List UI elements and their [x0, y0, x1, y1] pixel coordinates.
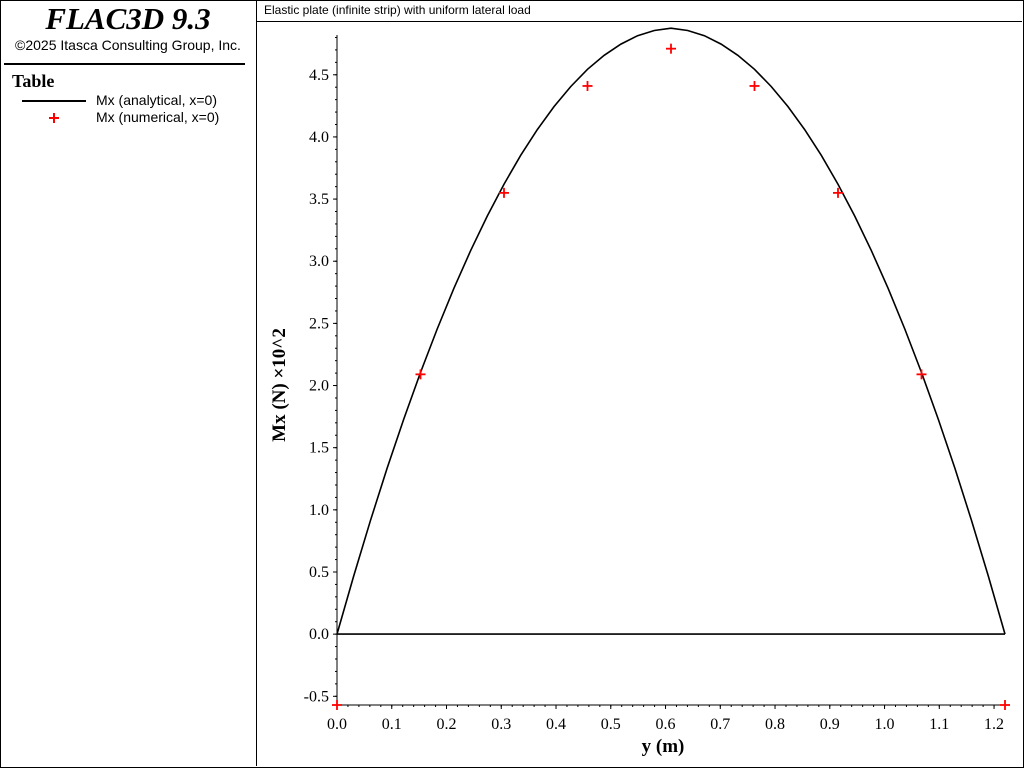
x-tick-label: 1.0 — [875, 716, 895, 733]
x-tick-label: 0.2 — [437, 716, 457, 733]
legend-item-numerical: Mx (numerical, x=0) — [0, 109, 256, 127]
y-tick-label: 2.0 — [309, 378, 329, 395]
data-point-numerical — [415, 369, 426, 380]
data-point-numerical — [582, 80, 593, 91]
x-tick-label: 0.8 — [765, 716, 785, 733]
y-tick-label: 3.5 — [309, 191, 329, 208]
x-tick-label: 0.3 — [491, 716, 511, 733]
series-layer — [332, 27, 1010, 710]
x-tick-label: 0.5 — [601, 716, 621, 733]
y-tick-label: 4.0 — [309, 129, 329, 146]
data-point-numerical — [833, 187, 843, 198]
y-tick-label: -0.5 — [304, 688, 329, 705]
series-line-analytical — [336, 27, 1006, 635]
y-axis-title: Mx (N) ×10^2 — [269, 328, 290, 442]
y-tick-label: 3.0 — [309, 253, 329, 270]
x-tick-label: 0.0 — [327, 716, 347, 733]
x-axis-title: y (m) — [642, 736, 685, 757]
plus-marker-icon — [49, 113, 59, 123]
x-tick-label: 0.1 — [382, 716, 402, 733]
line-swatch-icon — [22, 100, 86, 102]
plot-title: Elastic plate (infinite strip) with unif… — [264, 3, 531, 17]
y-tick-label: 1.0 — [309, 502, 329, 519]
y-tick-label: 0.0 — [309, 626, 329, 643]
axes-layer: -0.5 0.0 0.5 1.0 1.5 2.0 2.5 3.0 3.5 4.0 4.5 0.0 0.1… — [304, 35, 1006, 733]
data-point-numerical — [499, 187, 509, 198]
y-tick-label: 1.5 — [309, 440, 329, 457]
x-tick-label: 0.6 — [656, 716, 676, 733]
x-tick-label: 1.1 — [929, 716, 949, 733]
legend-title: Table — [12, 71, 55, 91]
chart-canvas: -0.5 0.0 0.5 1.0 1.5 2.0 2.5 3.0 3.5 4.0 4.5 0.0 0.1… — [269, 27, 1010, 757]
plot-header: Elastic plate (infinite strip) with unif… — [257, 0, 1022, 22]
y-tick-label: 2.5 — [309, 315, 329, 332]
x-tick-label: 0.7 — [710, 716, 730, 733]
copyright-text: ©2025 Itasca Consulting Group, Inc. — [15, 37, 241, 53]
legend-label-numerical: Mx (numerical, x=0) — [96, 109, 220, 125]
x-tick-label: 0.4 — [546, 716, 566, 733]
y-tick-label: 0.5 — [309, 564, 329, 581]
x-tick-label: 1.2 — [984, 716, 1004, 733]
data-point-numerical — [916, 369, 927, 380]
y-tick-label: 4.5 — [309, 67, 329, 84]
x-tick-label: 0.9 — [820, 716, 840, 733]
plot-panel: Elastic plate (infinite strip) with unif… — [257, 0, 1022, 766]
legend-item-analytical: Mx (analytical, x=0) — [0, 92, 256, 110]
legend-divider — [4, 63, 245, 65]
app-title: FLAC3D 9.3 — [45, 1, 211, 36]
legend-label-analytical: Mx (analytical, x=0) — [96, 92, 217, 108]
legend-panel: FLAC3D 9.3 ©2025 Itasca Consulting Group… — [0, 0, 257, 766]
data-point-numerical — [666, 43, 676, 54]
data-point-numerical — [332, 700, 342, 710]
data-point-numerical — [749, 80, 760, 91]
data-point-numerical — [1000, 700, 1010, 710]
